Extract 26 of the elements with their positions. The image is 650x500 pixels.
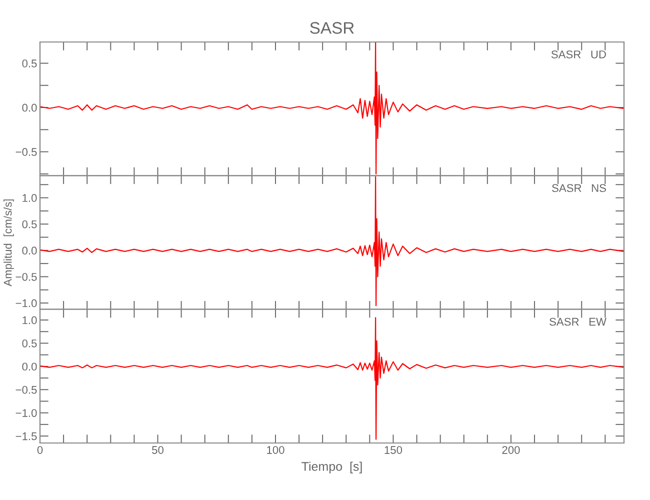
y-tick-label: −0.5: [16, 386, 37, 394]
annotation: SASR EW: [550, 318, 606, 326]
x-tick-label: 150: [384, 446, 402, 454]
y-tick-label: 0.0: [22, 246, 37, 255]
y-tick-label: −0.5: [16, 272, 37, 281]
annotation: SASR NS: [552, 184, 606, 192]
y-tick-label: −1.0: [16, 409, 37, 417]
x-tick-label: 200: [502, 446, 520, 454]
x-tick-label: 100: [267, 446, 284, 454]
y-tick-label: −0.5: [16, 148, 37, 156]
y-tick-label: −1.5: [16, 432, 37, 440]
x-tick-label: 0: [37, 446, 43, 454]
y-tick-label: 1.0: [22, 316, 37, 324]
y-tick-label: 0.0: [22, 104, 37, 112]
y-tick-label: −1.0: [16, 299, 37, 308]
y-tick-label: 0.5: [22, 339, 37, 348]
x-tick-label: 50: [152, 446, 164, 454]
x-axis-title: Tiempo [s]: [302, 462, 362, 474]
chart-title: SASR: [310, 22, 354, 34]
y-tick-label: 1.0: [22, 194, 37, 202]
annotation: SASR UD: [551, 50, 606, 58]
y-tick-label: 0.5: [22, 220, 37, 228]
y-axis-title: Amplitud [cm/s/s]: [4, 199, 14, 286]
y-tick-label: 0.5: [22, 60, 37, 68]
y-tick-label: 0.0: [22, 362, 37, 371]
line-series: [40, 317, 624, 440]
